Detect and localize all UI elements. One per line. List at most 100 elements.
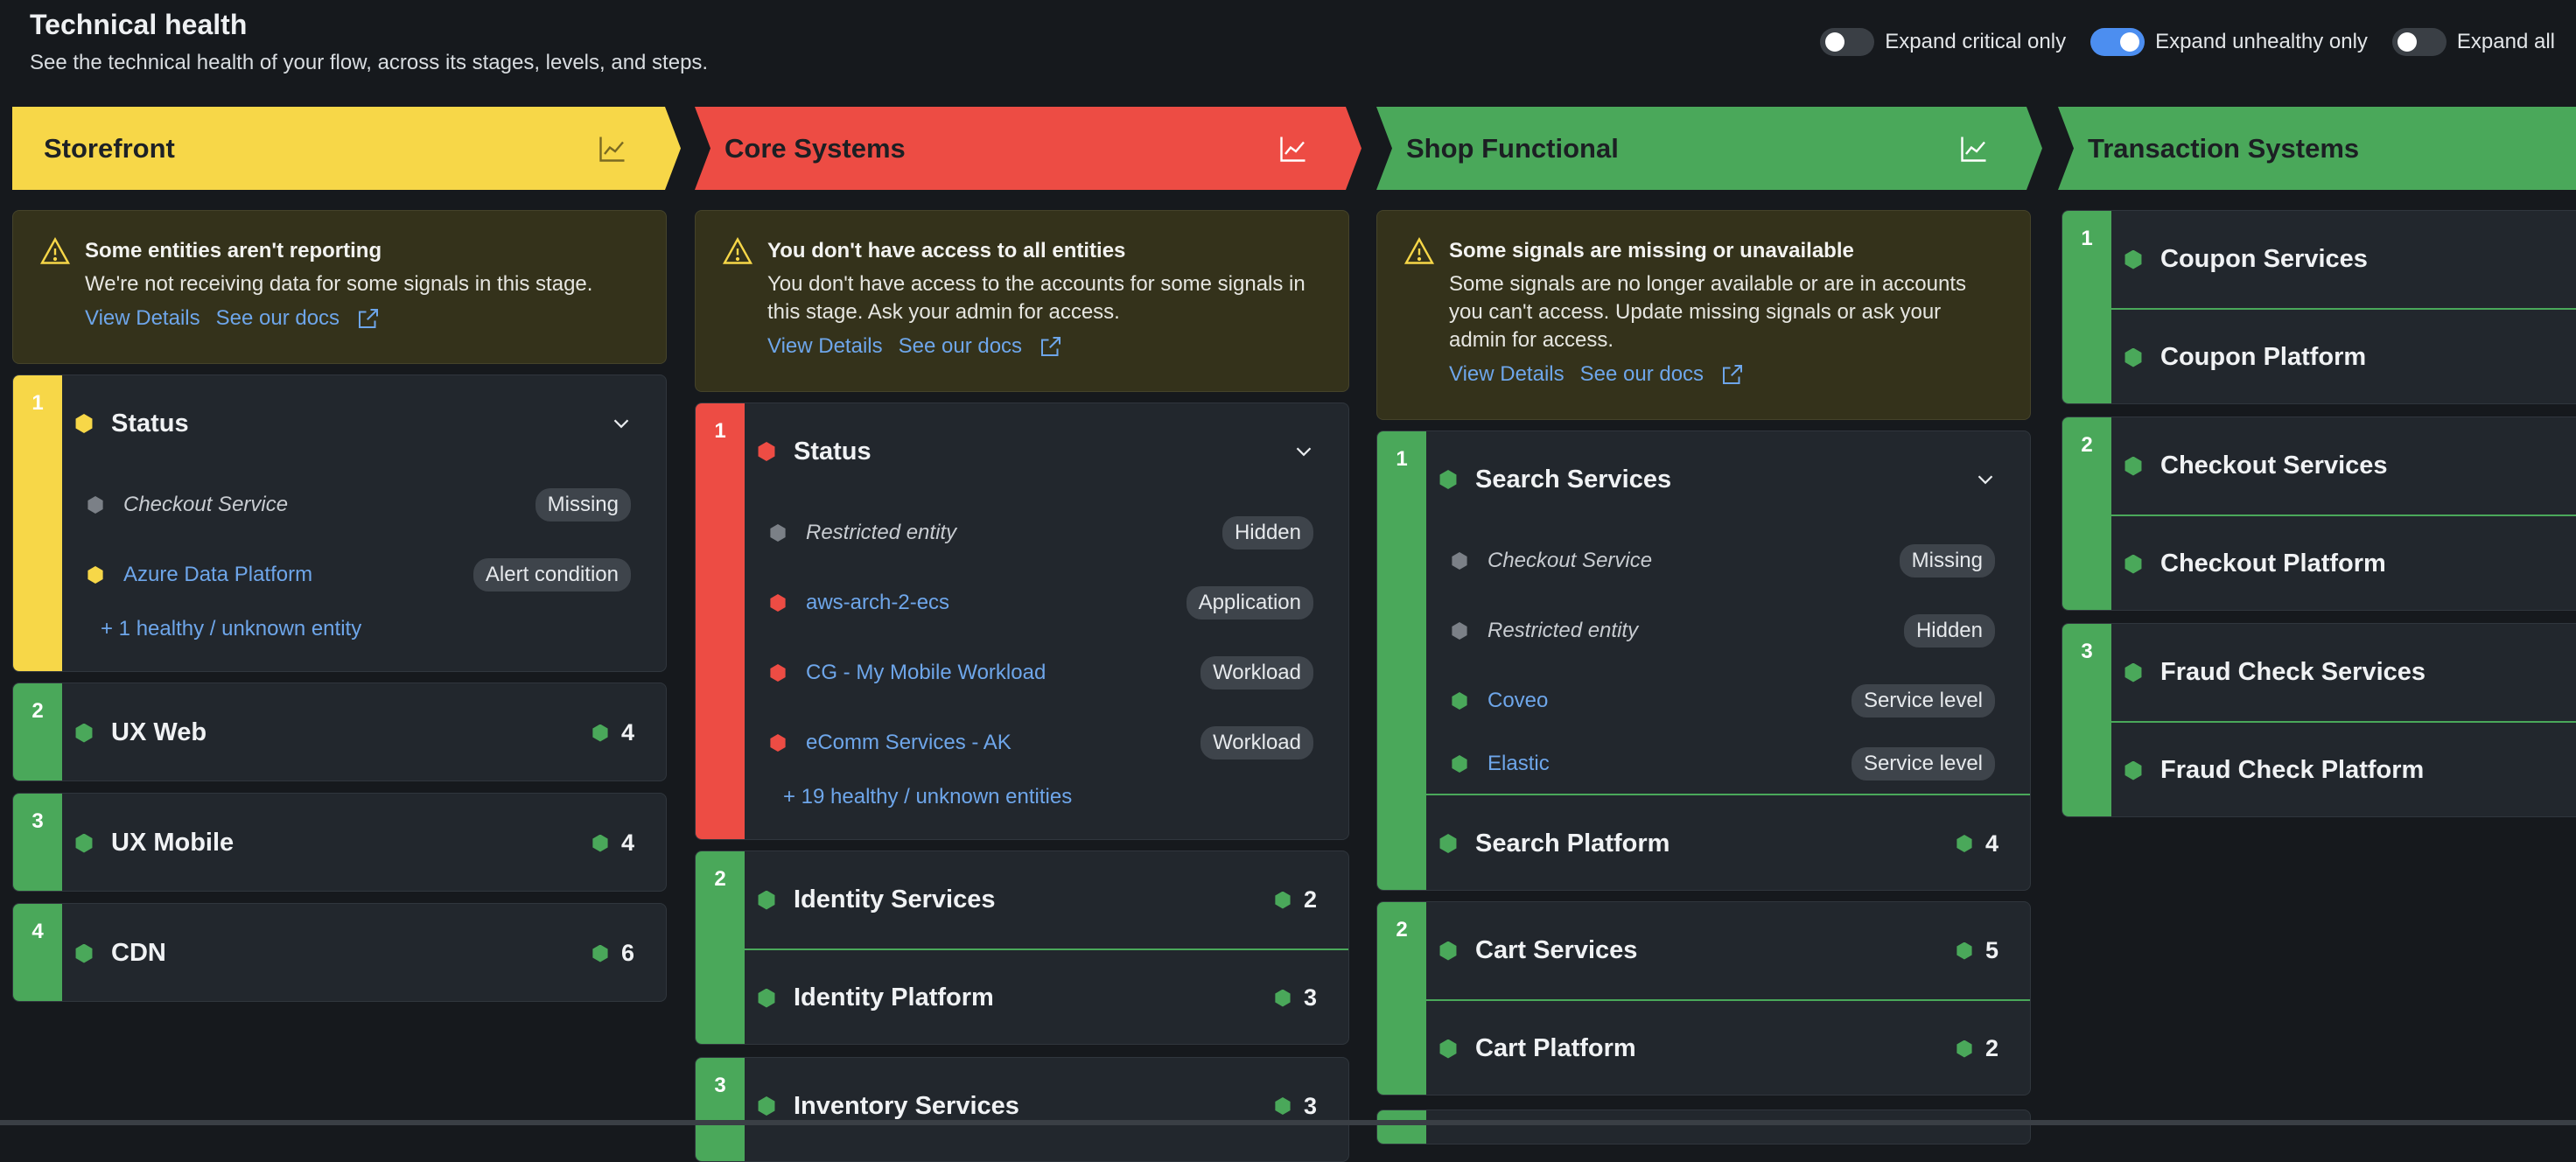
step-name: Status xyxy=(111,409,189,438)
step-row[interactable]: Coupon Platform xyxy=(2111,308,2576,403)
view-details-link[interactable]: View Details xyxy=(85,306,200,330)
level-card: 3 UX Mobile 4 xyxy=(12,793,667,892)
toggle-expand-all[interactable]: Expand all xyxy=(2391,28,2555,56)
level-card: 1 Status Checkout Service Missing Azure … xyxy=(12,374,667,672)
step-row[interactable]: Checkout Services xyxy=(2111,417,2576,514)
entity-row[interactable]: eComm Services - AK Workload xyxy=(745,721,1348,765)
step-name: UX Web xyxy=(111,718,207,746)
stage-header-storefront[interactable]: Storefront xyxy=(12,107,681,190)
level-card: 2 Checkout Services Checkout Platform xyxy=(2062,416,2576,611)
external-link-icon[interactable] xyxy=(355,305,382,332)
step-row[interactable]: Search Platform 4 xyxy=(1426,794,2030,890)
level-card: 2 UX Web 4 xyxy=(12,682,667,781)
toggle-switch[interactable] xyxy=(2391,28,2446,56)
warning-title: Some signals are missing or unavailable xyxy=(1449,239,1854,262)
entity-row[interactable]: Elastic Service level xyxy=(1426,742,2030,786)
entity-link[interactable]: Coveo xyxy=(1488,689,1549,712)
expand-toggles: Expand critical only Expand unhealthy on… xyxy=(1808,28,2555,56)
hexagon-count-icon xyxy=(1956,1040,1972,1058)
step-row[interactable]: Coupon Services xyxy=(2111,211,2576,308)
hexagon-count-icon xyxy=(1275,891,1291,909)
step-row[interactable]: Fraud Check Platform xyxy=(2111,721,2576,816)
entity-row[interactable]: Coveo Service level xyxy=(1426,679,2030,723)
level-number: 3 xyxy=(2081,640,2093,663)
warning-triangle-icon xyxy=(1404,235,1435,388)
chevron-down-icon[interactable] xyxy=(1291,438,1317,465)
more-entities-link[interactable]: + 1 healthy / unknown entity xyxy=(101,617,362,640)
entity-badge: Missing xyxy=(1899,544,1995,578)
entity-row[interactable]: aws-arch-2-ecs Application xyxy=(745,581,1348,625)
entity-row[interactable]: Restricted entity Hidden xyxy=(1426,609,2030,653)
stage-header-shop-functional[interactable]: Shop Functional xyxy=(1376,107,2042,190)
chevron-down-icon[interactable] xyxy=(608,410,634,437)
see-docs-link[interactable]: See our docs xyxy=(898,334,1023,358)
chevron-down-icon[interactable] xyxy=(1972,466,1998,493)
step-row[interactable]: UX Web 4 xyxy=(62,683,666,780)
entity-badge: Missing xyxy=(535,488,631,522)
step-count: 5 xyxy=(1984,937,1998,963)
step-row[interactable]: Identity Platform 3 xyxy=(745,948,1348,1044)
see-docs-link[interactable]: See our docs xyxy=(1579,362,1704,386)
see-docs-link[interactable]: See our docs xyxy=(215,306,340,330)
hexagon-status-icon xyxy=(88,566,103,584)
toggle-expand-unhealthy[interactable]: Expand unhealthy only xyxy=(2090,28,2368,56)
step-row[interactable]: Fraud Check Services xyxy=(2111,624,2576,721)
entity-link[interactable]: CG - My Mobile Workload xyxy=(806,661,1046,684)
entity-link[interactable]: Elastic xyxy=(1488,752,1550,775)
step-row[interactable]: Inventory Services 3 xyxy=(745,1058,1348,1154)
entity-row[interactable]: Azure Data Platform Alert condition xyxy=(62,553,666,597)
entity-row[interactable]: Checkout Service Missing xyxy=(62,483,666,527)
step-row[interactable]: Status xyxy=(745,403,1348,500)
more-entities-link[interactable]: + 19 healthy / unknown entities xyxy=(783,785,1073,808)
line-chart-icon[interactable] xyxy=(1278,133,1309,164)
hexagon-status-icon xyxy=(2124,662,2142,682)
toggle-switch[interactable] xyxy=(1820,28,1875,56)
warning-text: You don't have access to the accounts fo… xyxy=(767,272,1306,296)
hexagon-status-icon xyxy=(770,734,786,752)
step-name: Checkout Services xyxy=(2160,452,2388,480)
step-row[interactable]: UX Mobile 4 xyxy=(62,794,666,891)
level-number: 3 xyxy=(714,1074,726,1097)
step-row[interactable]: CDN 6 xyxy=(62,904,666,1001)
warning-text: We're not receiving data for some signal… xyxy=(85,272,593,296)
entity-badge: Hidden xyxy=(1903,614,1995,648)
step-row[interactable]: Search Services xyxy=(1426,431,2030,528)
hexagon-count-icon xyxy=(592,724,608,742)
external-link-icon[interactable] xyxy=(1719,361,1746,388)
entity-row[interactable]: Checkout Service Missing xyxy=(1426,539,2030,583)
entity-badge: Service level xyxy=(1851,747,1995,780)
entity-row[interactable]: Restricted entity Hidden xyxy=(745,511,1348,555)
line-chart-icon[interactable] xyxy=(597,133,628,164)
hexagon-status-icon xyxy=(770,594,786,612)
step-count: 4 xyxy=(1984,830,1998,857)
line-chart-icon[interactable] xyxy=(1958,133,1990,164)
entity-link[interactable]: eComm Services - AK xyxy=(806,731,1012,754)
step-row[interactable]: Identity Services 2 xyxy=(745,851,1348,948)
step-row[interactable]: Status xyxy=(62,375,666,472)
hexagon-status-icon xyxy=(1452,755,1467,773)
entity-link[interactable]: aws-arch-2-ecs xyxy=(806,591,950,614)
step-count: 4 xyxy=(620,830,634,856)
view-details-link[interactable]: View Details xyxy=(1449,362,1564,386)
horizontal-scrollbar[interactable] xyxy=(0,1120,2576,1125)
step-row[interactable]: Cart Platform 2 xyxy=(1426,999,2030,1095)
stage-header-transaction-systems[interactable]: Transaction Systems xyxy=(2058,107,2576,190)
toggle-switch[interactable] xyxy=(2090,28,2146,56)
step-row[interactable]: Cart Services 5 xyxy=(1426,902,2030,999)
entity-name: Checkout Service xyxy=(1488,549,1653,572)
hexagon-status-icon xyxy=(2124,760,2142,780)
entity-link[interactable]: Azure Data Platform xyxy=(123,563,313,586)
toggle-expand-critical[interactable]: Expand critical only xyxy=(1820,28,2066,56)
view-details-link[interactable]: View Details xyxy=(767,334,883,358)
step-name: UX Mobile xyxy=(111,829,234,857)
hexagon-status-icon xyxy=(2124,347,2142,368)
level-card: 2 Identity Services 2 Identity Platform … xyxy=(695,850,1349,1045)
step-row[interactable]: Checkout Platform xyxy=(2111,514,2576,610)
entity-badge: Alert condition xyxy=(472,558,631,592)
step-count: 2 xyxy=(1984,1035,1998,1061)
toggle-label: Expand critical only xyxy=(1885,30,2067,53)
stage-header-core-systems[interactable]: Core Systems xyxy=(695,107,1362,190)
hexagon-status-icon xyxy=(75,723,93,743)
entity-row[interactable]: CG - My Mobile Workload Workload xyxy=(745,651,1348,695)
external-link-icon[interactable] xyxy=(1038,333,1064,360)
